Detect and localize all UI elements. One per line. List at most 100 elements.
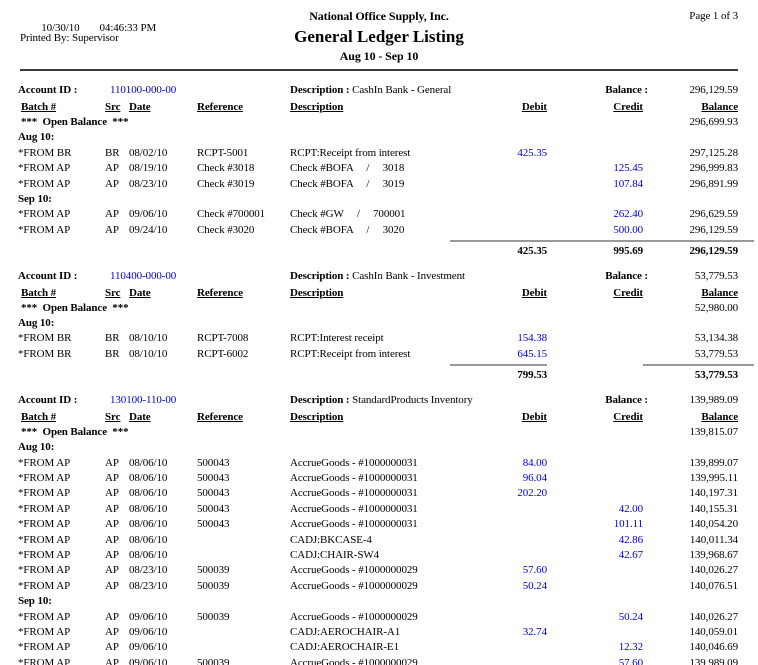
balance-amount: 139,995.11	[689, 471, 738, 484]
description-value: StandardProducts Inventory	[352, 393, 473, 406]
transaction-row: *FROM AP AP 08/06/10 500043 AccrueGoods …	[18, 486, 738, 501]
debit-amount	[450, 502, 547, 517]
description-cell: AccrueGoods - #1000000031	[290, 471, 418, 484]
month-group-label: Aug 10:	[18, 131, 55, 144]
debit-amount[interactable]: 645.15	[517, 347, 547, 360]
batch-cell: *FROM AP	[18, 487, 71, 500]
debit-amount[interactable]: 57.60	[522, 564, 547, 577]
description-cell: AccrueGoods - #1000000029	[290, 579, 418, 592]
balance-label: Balance :	[605, 393, 648, 406]
total-debit: 425.35	[450, 240, 547, 259]
description-cell: Check #BOFA / 3020	[290, 223, 405, 236]
open-balance-value: 52,980.00	[694, 301, 738, 314]
date-cell: 08/06/10	[129, 456, 168, 469]
transaction-row: *FROM AP AP 09/06/10 Check #700001 Check…	[18, 207, 738, 222]
credit-amount[interactable]: 262.40	[613, 208, 643, 221]
transaction-row: *FROM AP AP 08/06/10 CADJ:BKCASE-4 42.86…	[18, 533, 738, 548]
date-cell: 08/19/10	[129, 162, 168, 175]
batch-cell: *FROM AP	[18, 471, 71, 484]
date-cell: 08/06/10	[129, 533, 168, 546]
src-cell: AP	[105, 502, 119, 515]
balance-value: 139,989.09	[689, 393, 738, 406]
reference-cell: 500043	[197, 487, 230, 500]
description-cell: RCPT:Interest receipt	[290, 332, 384, 345]
description-cell: AccrueGoods - #1000000031	[290, 502, 418, 515]
transaction-row: *FROM AP AP 08/06/10 500043 AccrueGoods …	[18, 517, 738, 532]
column-headers-row: Batch # Src Date Reference Description D…	[18, 285, 738, 301]
account-id-value[interactable]: 110100-000-00	[110, 84, 177, 96]
balance-amount: 140,076.51	[689, 579, 738, 592]
credit-amount[interactable]: 42.67	[618, 548, 643, 561]
credit-amount[interactable]: 50.24	[618, 610, 643, 623]
src-cell: AP	[105, 548, 119, 561]
month-group-label: Sep 10:	[18, 595, 52, 608]
description-label: Description :	[290, 269, 350, 282]
date-cell: 08/23/10	[129, 579, 168, 592]
transaction-row: *FROM AP AP 08/06/10 500043 AccrueGoods …	[18, 502, 738, 517]
column-header-description: Description	[290, 286, 344, 299]
balance-label: Balance :	[605, 84, 648, 96]
debit-amount[interactable]: 425.35	[517, 146, 547, 159]
debit-amount	[450, 640, 547, 655]
reference-cell: Check #3019	[197, 177, 255, 190]
month-group-label: Aug 10:	[18, 441, 55, 454]
debit-amount[interactable]: 84.00	[522, 456, 547, 469]
batch-cell: *FROM AP	[18, 162, 71, 175]
transaction-row: *FROM AP AP 08/23/10 500039 AccrueGoods …	[18, 563, 738, 578]
account-id-value[interactable]: 110400-000-00	[110, 269, 177, 282]
reference-cell	[197, 548, 290, 563]
transaction-row: *FROM BR BR 08/02/10 RCPT-5001 RCPT:Rece…	[18, 146, 738, 161]
balance-amount: 140,155.31	[689, 502, 738, 515]
balance-value: 296,129.59	[689, 84, 738, 96]
reference-cell: 500039	[197, 564, 230, 577]
src-cell: AP	[105, 487, 119, 500]
date-cell: 08/23/10	[129, 177, 168, 190]
src-cell: AP	[105, 533, 119, 546]
column-header-balance: Balance	[701, 286, 738, 299]
report-body: Account ID : 110100-000-00 Description :…	[0, 71, 758, 665]
balance-amount: 53,134.38	[694, 332, 738, 345]
transaction-row: *FROM AP AP 08/23/10 500039 AccrueGoods …	[18, 579, 738, 594]
reference-cell: RCPT-7008	[197, 332, 249, 345]
credit-amount[interactable]: 101.11	[613, 518, 643, 531]
credit-amount[interactable]: 42.86	[618, 533, 643, 546]
batch-cell: *FROM AP	[18, 625, 71, 638]
transaction-row: *FROM BR BR 08/10/10 RCPT-6002 RCPT:Rece…	[18, 347, 738, 362]
reference-cell: 500043	[197, 456, 230, 469]
credit-amount[interactable]: 57.60	[618, 656, 643, 665]
transaction-row: *FROM AP AP 08/23/10 Check #3019 Check #…	[18, 177, 738, 192]
transaction-row: *FROM BR BR 08/10/10 RCPT-7008 RCPT:Inte…	[18, 331, 738, 346]
date-cell: 08/06/10	[129, 548, 168, 561]
month-group-row: Aug 10:	[18, 440, 738, 455]
description-cell: CADJ:AEROCHAIR-E1	[290, 641, 399, 654]
credit-amount[interactable]: 125.45	[613, 162, 643, 175]
credit-amount[interactable]: 500.00	[613, 223, 643, 236]
date-cell: 09/06/10	[129, 208, 168, 221]
company-name: National Office Supply, Inc.	[309, 9, 449, 23]
column-header-reference: Reference	[197, 101, 243, 113]
debit-amount[interactable]: 154.38	[517, 332, 547, 345]
src-cell: AP	[105, 625, 119, 638]
debit-amount[interactable]: 202.20	[517, 487, 547, 500]
description-cell: Check #BOFA / 3019	[290, 177, 405, 190]
debit-amount[interactable]: 32.74	[522, 625, 547, 638]
column-header-batch: Batch #	[21, 410, 57, 423]
account-description: Description : StandardProducts Inventory	[290, 393, 560, 408]
credit-amount[interactable]: 12.32	[618, 641, 643, 654]
credit-amount[interactable]: 42.00	[618, 502, 643, 515]
credit-amount[interactable]: 107.84	[613, 177, 643, 190]
column-header-debit: Debit	[521, 410, 547, 423]
debit-amount[interactable]: 96.04	[522, 471, 547, 484]
column-header-debit: Debit	[521, 101, 547, 113]
balance-amount: 296,999.83	[689, 162, 738, 175]
transaction-row: *FROM AP AP 08/06/10 CADJ:CHAIR-SW4 42.6…	[18, 548, 738, 563]
balance-amount: 140,026.27	[689, 610, 738, 623]
src-cell: AP	[105, 518, 119, 531]
account-id-value[interactable]: 130100-110-00	[110, 393, 177, 406]
column-header-balance: Balance	[701, 410, 738, 423]
print-time: 04:46:33 PM	[99, 22, 157, 34]
debit-amount[interactable]: 50.24	[522, 579, 547, 592]
account-header-row: Account ID : 110400-000-00 Description :…	[18, 269, 738, 284]
balance-amount: 139,968.67	[689, 548, 738, 561]
src-cell: AP	[105, 610, 119, 623]
